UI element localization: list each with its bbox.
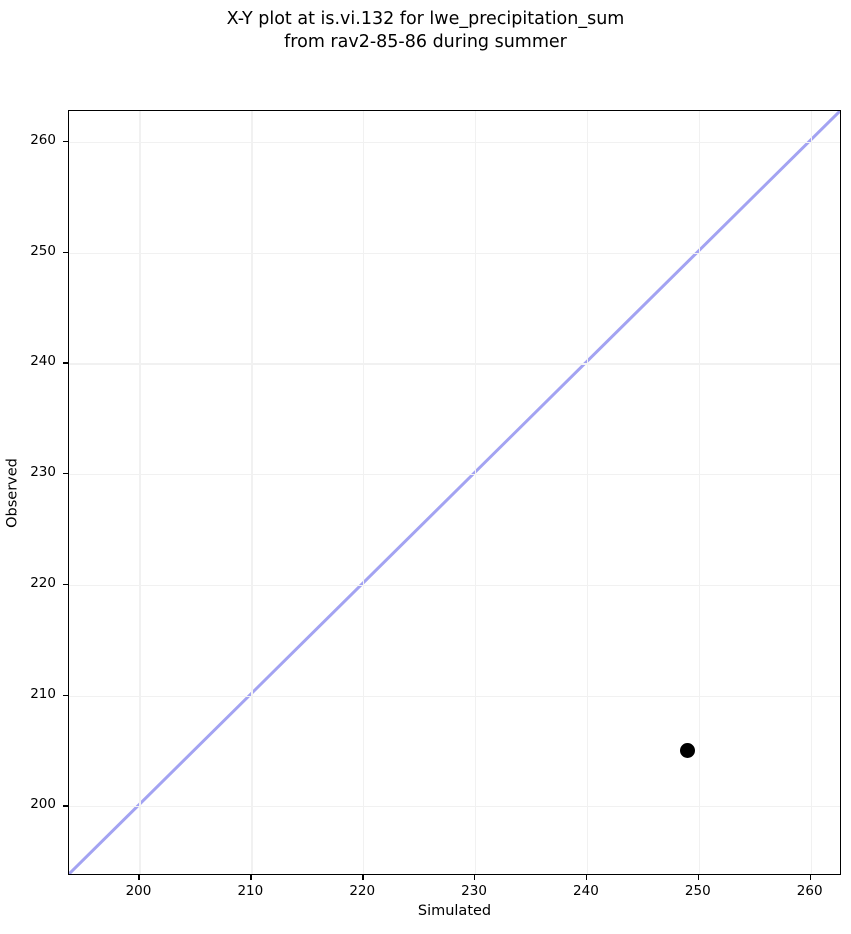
- chart-title: X-Y plot at is.vi.132 for lwe_precipitat…: [226, 9, 625, 52]
- x-axis-tick-label: 250: [684, 883, 711, 899]
- y-axis-tick: [63, 140, 68, 143]
- gridline-vertical: [139, 111, 141, 874]
- y-axis-tick-label: 200: [30, 796, 56, 813]
- gridline-horizontal: [69, 141, 840, 144]
- x-axis-tick: [250, 875, 252, 880]
- gridline-vertical: [363, 111, 365, 874]
- y-axis-tick-label: 220: [30, 574, 56, 591]
- gridline-horizontal: [69, 363, 840, 365]
- plot-area: [68, 110, 841, 875]
- y-axis-label: Observed: [4, 458, 21, 528]
- gridline-vertical: [475, 111, 477, 874]
- y-axis-tick-label: 260: [30, 131, 56, 148]
- gridline-vertical: [810, 111, 812, 874]
- y-axis-tick: [63, 583, 68, 586]
- x-axis-tick-label: 240: [573, 883, 599, 899]
- gridline-horizontal: [69, 474, 840, 476]
- gridline-vertical: [698, 111, 700, 874]
- x-axis-tick: [362, 875, 364, 880]
- x-axis-tick-label: 260: [796, 883, 823, 899]
- y-axis-tick: [63, 805, 68, 807]
- y-axis-tick: [63, 694, 68, 696]
- gridline-horizontal: [69, 695, 840, 697]
- x-axis-tick: [474, 875, 476, 880]
- y-axis-tick-label: 240: [30, 353, 56, 370]
- y-axis-tick-label: 210: [30, 685, 56, 702]
- y-axis-tick: [63, 473, 68, 475]
- x-axis-tick: [809, 875, 811, 880]
- x-axis-tick-label: 210: [237, 883, 264, 899]
- x-axis-tick-label: 230: [461, 883, 487, 899]
- gridline-horizontal: [69, 806, 840, 808]
- x-axis-tick: [697, 875, 700, 880]
- x-axis-tick: [585, 875, 588, 880]
- y-axis-tick: [63, 362, 68, 364]
- gridline-horizontal: [69, 252, 840, 254]
- gridline-vertical: [251, 111, 253, 874]
- data-point: [680, 743, 696, 759]
- x-axis-tick-label: 220: [349, 883, 376, 899]
- y-axis-tick: [63, 251, 68, 253]
- x-axis-tick-label: 200: [125, 883, 152, 899]
- y-axis-tick-label: 230: [30, 464, 56, 481]
- gridline-vertical: [586, 111, 589, 874]
- one-to-one-line: [69, 111, 840, 874]
- x-axis-label: Simulated: [417, 903, 492, 919]
- gridline-horizontal: [69, 584, 840, 587]
- y-axis-tick-label: 250: [30, 242, 56, 259]
- x-axis-tick: [138, 875, 140, 880]
